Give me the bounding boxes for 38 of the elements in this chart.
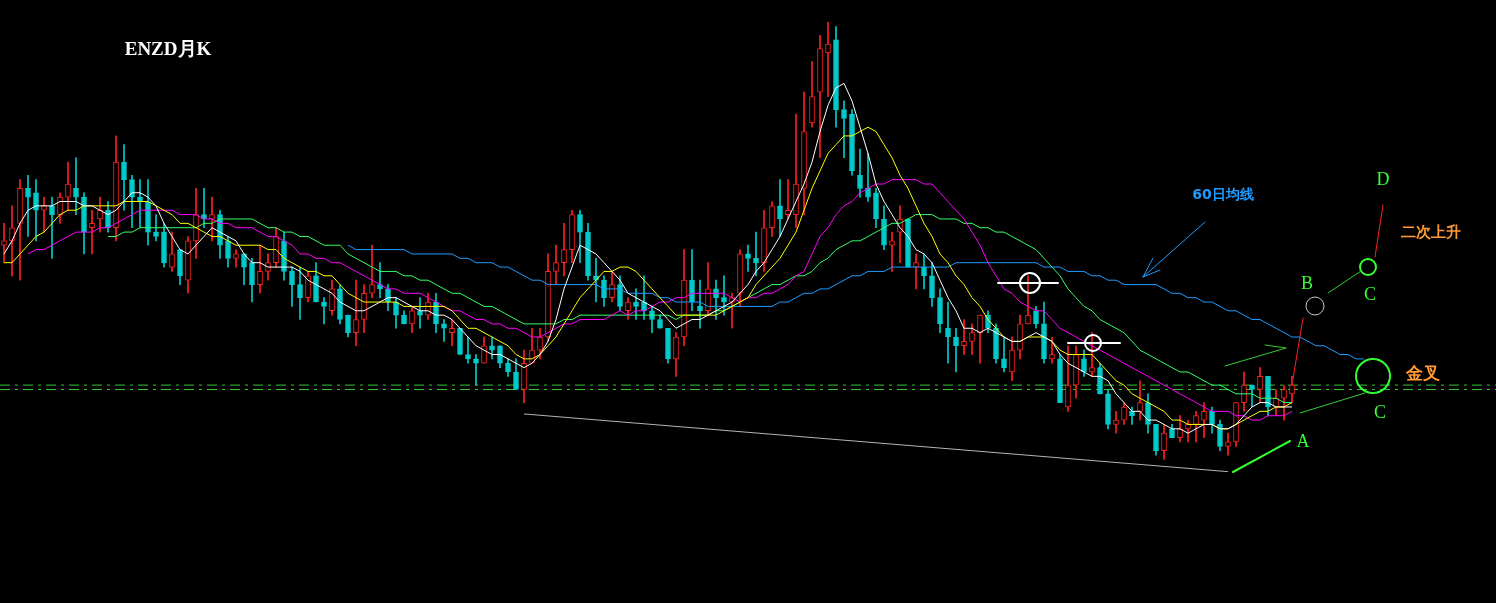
candlestick bbox=[1225, 432, 1231, 456]
candlestick bbox=[89, 209, 95, 255]
candlestick bbox=[961, 319, 967, 355]
candlestick bbox=[321, 297, 327, 325]
annotation: C bbox=[1363, 283, 1377, 304]
candlestick bbox=[465, 336, 471, 364]
text: 二次上升 bbox=[1401, 222, 1461, 241]
text: 60日均线 bbox=[1192, 185, 1254, 202]
candlestick bbox=[753, 231, 759, 277]
candlestick bbox=[441, 319, 447, 342]
candlestick bbox=[1113, 411, 1119, 434]
candlestick bbox=[865, 153, 871, 202]
candlestick bbox=[825, 21, 831, 97]
annotation: B bbox=[1300, 272, 1314, 293]
candlestick bbox=[745, 244, 751, 272]
annotation: A bbox=[1296, 430, 1310, 451]
candlestick bbox=[473, 354, 479, 386]
candlestick bbox=[73, 157, 79, 215]
text: ENZD月K bbox=[124, 37, 212, 59]
candlestick bbox=[153, 214, 159, 242]
text: 金叉 bbox=[1405, 363, 1440, 384]
text: D bbox=[1376, 168, 1390, 189]
candlestick bbox=[449, 319, 455, 347]
candlestick bbox=[353, 279, 359, 347]
annotation: C bbox=[1373, 401, 1387, 422]
candlestick bbox=[25, 174, 31, 237]
candlestick bbox=[889, 231, 895, 272]
candlestick bbox=[1, 223, 7, 264]
candlestick bbox=[10, 205, 14, 277]
candlestick bbox=[697, 279, 703, 329]
candlestick bbox=[49, 196, 55, 259]
candlestick bbox=[945, 301, 951, 364]
candlestick bbox=[417, 297, 423, 329]
candlestick bbox=[785, 179, 791, 220]
candlestick bbox=[841, 100, 847, 159]
candlestick bbox=[721, 275, 727, 316]
candlestick bbox=[777, 179, 783, 237]
candlestick bbox=[953, 327, 959, 373]
